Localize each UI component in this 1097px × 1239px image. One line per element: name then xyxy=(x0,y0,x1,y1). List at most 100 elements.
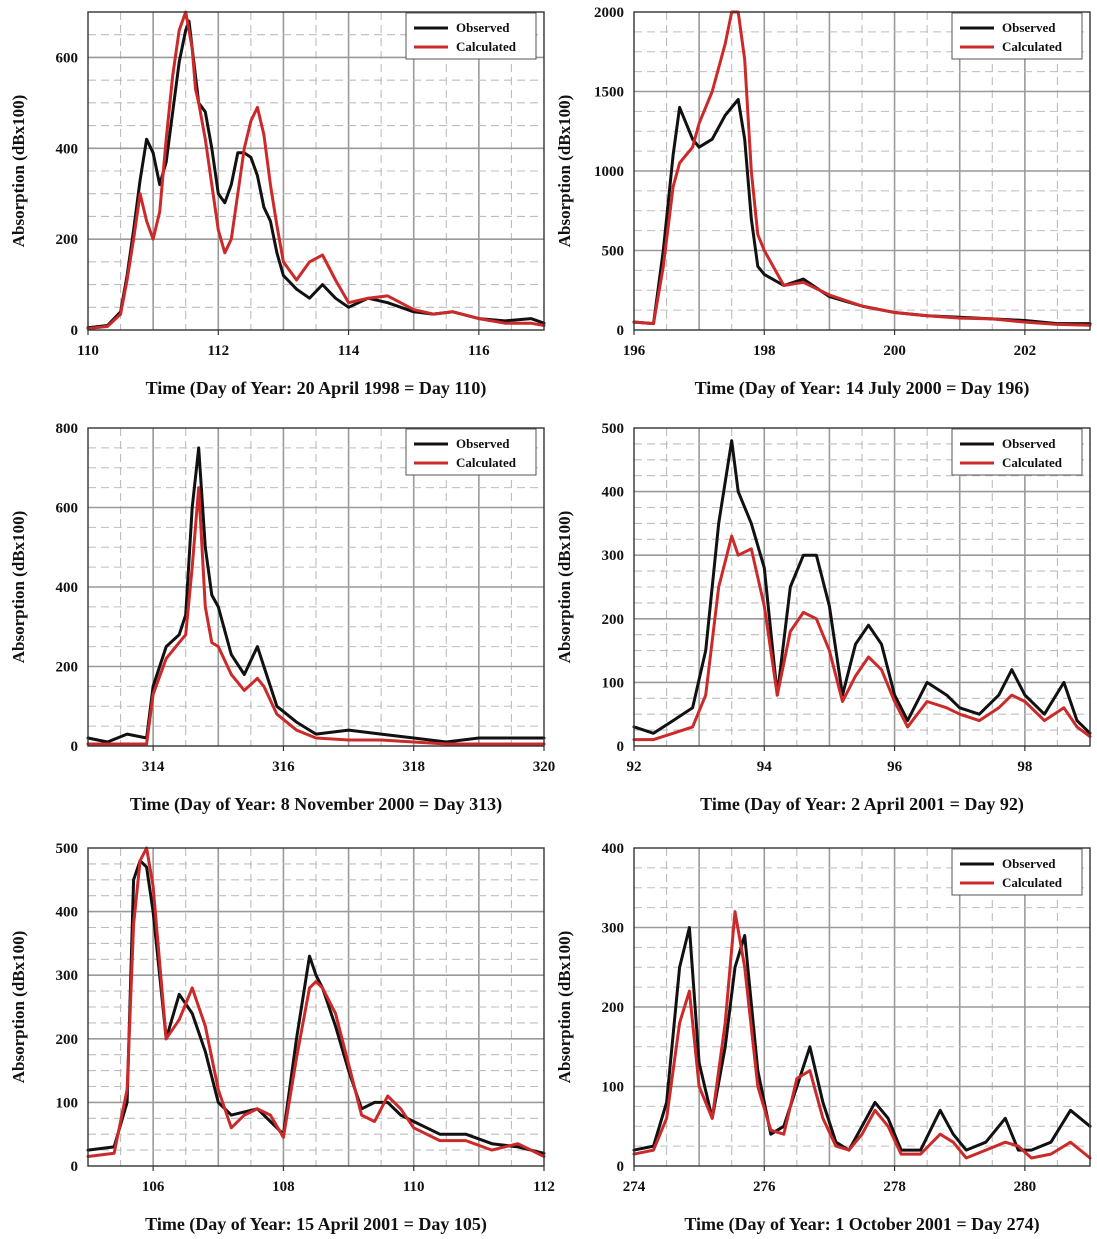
legend: Observed Calculated xyxy=(405,428,537,476)
plot-frame xyxy=(87,11,545,331)
x-tick-label: 202 xyxy=(1014,343,1037,359)
legend-box xyxy=(951,428,1083,476)
legend: Observed Calculated xyxy=(951,428,1083,476)
y-tick-label: 100 xyxy=(56,1095,79,1111)
y-tick-label: 400 xyxy=(602,841,625,857)
series-line-calculated xyxy=(86,846,546,1158)
x-axis-label: Time (Day of Year: 14 July 2000 = Day 19… xyxy=(695,378,1030,399)
y-axis-label: Absorption (dBx100) xyxy=(9,931,28,1084)
y-tick-label: 100 xyxy=(602,1080,625,1096)
y-tick-label: 500 xyxy=(56,841,79,857)
y-tick-label: 600 xyxy=(56,50,79,66)
y-tick-label: 500 xyxy=(602,421,625,437)
x-tick-label: 200 xyxy=(883,343,906,359)
x-tick-label: 98 xyxy=(1017,759,1032,775)
series-line-calculated xyxy=(632,10,1092,327)
y-tick-label: 300 xyxy=(602,548,625,564)
legend: Observed Calculated xyxy=(405,12,537,60)
x-tick-label: 108 xyxy=(272,1179,295,1195)
x-axis-label: Time (Day of Year: 1 October 2001 = Day … xyxy=(684,1214,1039,1235)
series-line-calculated xyxy=(632,534,1092,742)
x-tick-label: 94 xyxy=(757,759,773,775)
y-tick-label: 100 xyxy=(602,675,625,691)
legend-box xyxy=(951,12,1083,60)
y-axis-label: Absorption (dBx100) xyxy=(9,511,28,664)
x-tick-label: 112 xyxy=(533,1179,555,1195)
plot-frame xyxy=(633,11,1091,331)
series-line-calculated xyxy=(86,10,546,331)
y-tick-label: 0 xyxy=(617,1159,625,1175)
series-line-calculated xyxy=(86,486,546,746)
y-tick-label: 600 xyxy=(56,501,79,517)
y-tick-label: 300 xyxy=(56,968,79,984)
y-tick-label: 200 xyxy=(602,612,625,628)
chart-panel-5: 106 108 110 112 0 100 200 300 400 500 Time (Day of… xyxy=(9,841,555,1235)
chart-panel-2: 196 198 200 202 0 500 1000 1500 2000 Time (Day of… xyxy=(555,5,1092,399)
legend-box xyxy=(951,848,1083,896)
y-tick-label: 400 xyxy=(602,485,625,501)
grid xyxy=(634,848,1090,1166)
x-tick-label: 274 xyxy=(623,1179,646,1195)
y-tick-label: 0 xyxy=(617,323,625,339)
legend-label-calculated: Calculated xyxy=(1002,455,1063,470)
legend-label-calculated: Calculated xyxy=(456,455,517,470)
y-tick-label: 200 xyxy=(56,660,79,676)
series-line-observed xyxy=(632,926,1092,1152)
x-axis-label: Time (Day of Year: 15 April 2001 = Day 1… xyxy=(145,1214,487,1235)
y-tick-label: 200 xyxy=(56,1032,79,1048)
legend: Observed Calculated xyxy=(951,848,1083,896)
x-tick-label: 110 xyxy=(403,1179,425,1195)
x-axis-label: Time (Day of Year: 20 April 1998 = Day 1… xyxy=(146,378,487,399)
series-line-observed xyxy=(632,439,1092,735)
series-line-observed xyxy=(86,446,546,744)
grid xyxy=(88,848,544,1166)
legend-label-calculated: Calculated xyxy=(1002,39,1063,54)
legend-label-observed: Observed xyxy=(1002,20,1056,35)
y-tick-label: 800 xyxy=(56,421,79,437)
x-tick-label: 114 xyxy=(338,343,360,359)
plot-frame xyxy=(633,847,1091,1167)
x-tick-label: 320 xyxy=(533,759,556,775)
y-tick-label: 1500 xyxy=(594,85,624,101)
y-axis-label: Absorption (dBx100) xyxy=(555,95,574,248)
x-tick-label: 276 xyxy=(753,1179,776,1195)
x-tick-label: 196 xyxy=(623,343,646,359)
legend-label-observed: Observed xyxy=(456,20,510,35)
x-tick-label: 198 xyxy=(753,343,776,359)
x-tick-label: 316 xyxy=(272,759,295,775)
x-tick-label: 112 xyxy=(207,343,229,359)
y-tick-label: 1000 xyxy=(594,164,624,180)
chart-panel-3: 314 316 318 320 0 200 400 600 800 Time (Day of Ye… xyxy=(9,421,555,815)
x-axis-label: Time (Day of Year: 2 April 2001 = Day 92… xyxy=(700,794,1024,815)
chart-panel-1: 110 112 114 116 0 200 400 600 Time (Day of Year:… xyxy=(9,10,546,399)
legend-label-observed: Observed xyxy=(1002,436,1056,451)
x-tick-label: 92 xyxy=(627,759,642,775)
plot-frame xyxy=(87,847,545,1167)
y-tick-label: 0 xyxy=(71,1159,79,1175)
legend-box xyxy=(405,12,537,60)
y-tick-label: 200 xyxy=(56,232,79,248)
y-axis-label: Absorption (dBx100) xyxy=(555,511,574,664)
y-tick-label: 400 xyxy=(56,905,79,921)
x-tick-label: 96 xyxy=(887,759,903,775)
grid xyxy=(88,428,544,746)
y-tick-label: 0 xyxy=(71,323,79,339)
y-tick-label: 400 xyxy=(56,580,79,596)
y-tick-label: 500 xyxy=(602,244,625,260)
legend-label-observed: Observed xyxy=(1002,856,1056,871)
legend-box xyxy=(405,428,537,476)
y-tick-label: 300 xyxy=(602,921,625,937)
series-line-calculated xyxy=(632,910,1092,1160)
x-tick-label: 110 xyxy=(77,343,99,359)
plot-frame xyxy=(633,427,1091,747)
y-tick-label: 2000 xyxy=(594,5,624,21)
x-tick-label: 318 xyxy=(402,759,425,775)
plot-frame xyxy=(87,427,545,747)
chart-panel-6: 274 276 278 280 0 100 200 300 400 Time (Day of Ye… xyxy=(555,841,1092,1235)
x-axis-label: Time (Day of Year: 8 November 2000 = Day… xyxy=(130,794,502,815)
grid xyxy=(634,12,1090,330)
x-tick-label: 278 xyxy=(883,1179,906,1195)
y-axis-label: Absorption (dBx100) xyxy=(9,95,28,248)
y-tick-label: 0 xyxy=(617,739,625,755)
